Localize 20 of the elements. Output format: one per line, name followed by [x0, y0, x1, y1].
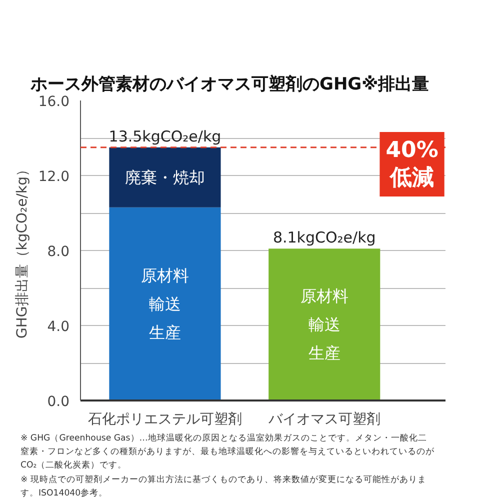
text: 原材料輸送生産: [140, 266, 189, 342]
bar: [109, 207, 221, 400]
annotation: 40% 低減: [386, 138, 438, 190]
y-tick-label: 12.0: [38, 169, 70, 185]
y-tick-label: 4.0: [47, 319, 70, 335]
text: ※ 現時点での可塑剤メーカーの算出方法に基づくものであり、将来数値が変更になる可能性があります。ISO14040参考。: [20, 474, 426, 498]
text: ※ GHG（Greenhouse Gas）…地球温暖化の原因となる温室効果ガスのことです。メタン・一酸化二窒素・フロンなど多くの種類がありますが、最も地球温暖化への影響を与えているといわれているのがCO₂（二酸化炭素）です。: [20, 432, 436, 470]
series-label: 廃棄・焼却: [124, 168, 205, 187]
bar: [268, 248, 380, 400]
total-label: 13.5kgCO₂e/kg: [108, 127, 222, 146]
x-tick-label: 石化ポリエステル可塑剤: [88, 412, 242, 428]
series-label: 原材料輸送生産: [300, 286, 348, 363]
x-tick-label: バイオマス可塑剤: [267, 412, 380, 428]
y-axis-title: GHG排出量（kgCO₂e/kg）: [14, 162, 30, 338]
y-tick-label: 8.0: [47, 244, 70, 260]
y-tick-label: 16.0: [38, 94, 70, 110]
y-tick-label: 0.0: [47, 394, 70, 410]
chart-title: ホース外管素材のバイオマス可塑剤のGHG※排出量: [30, 74, 430, 94]
total-label: 8.1kgCO₂e/kg: [272, 228, 376, 247]
bar: [109, 147, 221, 208]
